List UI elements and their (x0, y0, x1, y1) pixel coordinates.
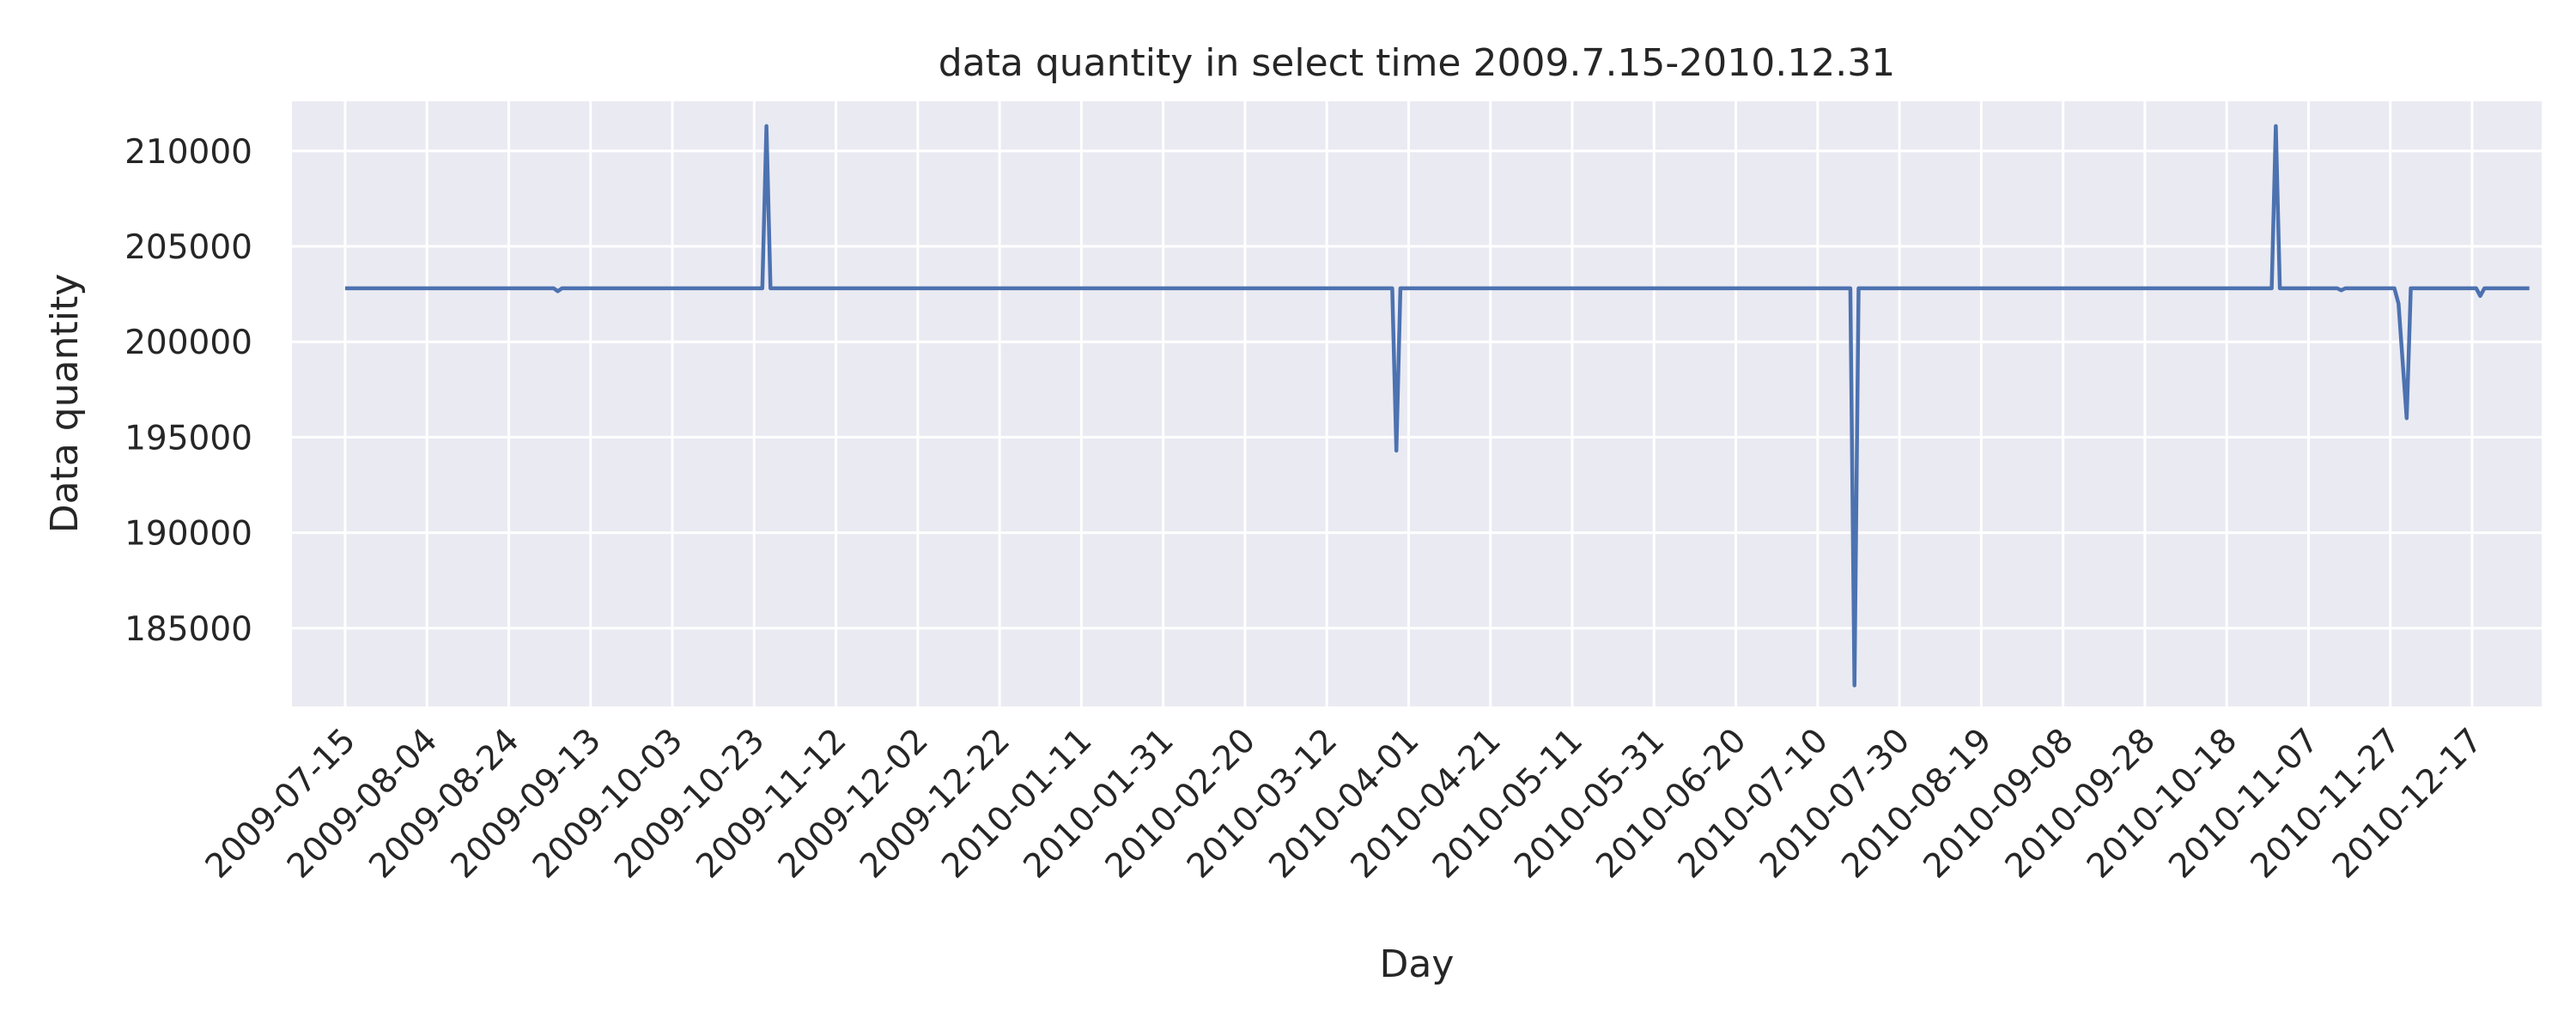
series-lines (344, 124, 2530, 688)
y-tick-label: 190000 (125, 515, 252, 554)
data-quantity-line (344, 124, 2530, 688)
plot-area (292, 101, 2542, 706)
y-axis-label: Data quantity (43, 274, 87, 533)
grid-lines (292, 101, 2542, 706)
y-tick-label: 205000 (125, 228, 252, 267)
x-tick-labels: 2009-07-152009-08-042009-08-242009-09-13… (198, 721, 2490, 886)
y-tick-label: 200000 (125, 324, 252, 362)
y-tick-label: 185000 (125, 610, 252, 649)
x-axis-label: Day (1380, 942, 1455, 986)
y-tick-label: 210000 (125, 133, 252, 172)
y-tick-label: 195000 (125, 419, 252, 457)
y-tick-labels: 185000 190000 195000 200000 205000 210000 (125, 133, 252, 649)
chart-title: data quantity in select time 2009.7.15-2… (939, 41, 1895, 85)
